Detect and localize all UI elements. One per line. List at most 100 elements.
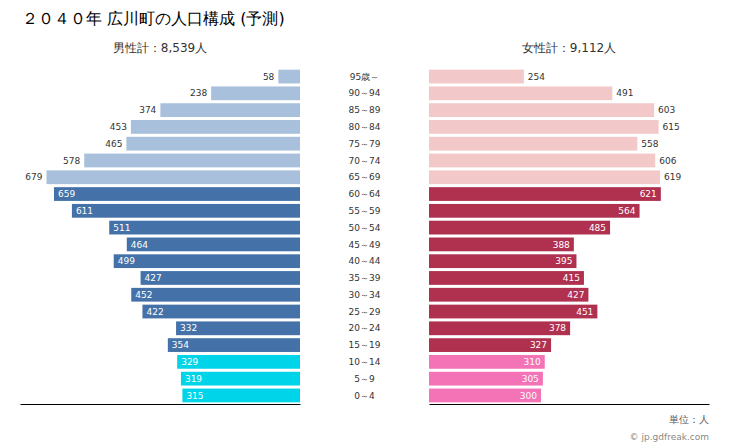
- bars: [47, 70, 300, 403]
- data-label: 329: [181, 357, 198, 367]
- bar: [429, 389, 541, 403]
- data-label: 378: [549, 323, 566, 333]
- data-label: 395: [555, 256, 572, 266]
- bar: [429, 372, 543, 386]
- category-label: 60～64: [349, 189, 381, 199]
- bar: [429, 103, 654, 117]
- bar: [429, 187, 661, 201]
- bar: [429, 338, 551, 352]
- bar: [142, 305, 300, 319]
- bar: [278, 70, 300, 84]
- data-label: 452: [135, 290, 152, 300]
- data-label: 354: [172, 340, 189, 350]
- data-label: 254: [528, 72, 545, 82]
- category-label: 80～84: [349, 122, 381, 132]
- bar: [429, 120, 659, 134]
- bar: [54, 187, 300, 201]
- category-label: 0～4: [354, 391, 375, 401]
- bar: [429, 170, 660, 184]
- category-label: 65～69: [349, 172, 381, 182]
- data-label: 603: [658, 105, 675, 115]
- data-label: 319: [185, 374, 202, 384]
- bar: [177, 355, 300, 369]
- data-label: 451: [576, 307, 593, 317]
- category-label: 70～74: [349, 156, 381, 166]
- data-label: 453: [110, 122, 127, 132]
- x-axis: [21, 404, 301, 405]
- category-label: 10～14: [349, 357, 381, 367]
- data-label: 374: [139, 105, 156, 115]
- bar: [429, 238, 574, 252]
- axis-line: [430, 404, 710, 405]
- bar: [429, 154, 655, 168]
- category-label: 30～34: [349, 290, 381, 300]
- data-label: 58: [263, 72, 275, 82]
- category-label: 40～44: [349, 256, 381, 266]
- bar: [429, 86, 612, 100]
- series-header: 女性計：9,112人: [522, 41, 616, 55]
- category-label: 15～19: [349, 340, 381, 350]
- category-label: 75～79: [349, 139, 381, 149]
- bar: [429, 271, 584, 285]
- bar: [429, 204, 640, 218]
- data-label: 238: [190, 88, 207, 98]
- data-label: 415: [563, 273, 580, 283]
- bar: [176, 321, 300, 335]
- data-label: 465: [105, 139, 122, 149]
- data-label: 422: [146, 307, 163, 317]
- bar: [47, 170, 300, 184]
- data-label: 606: [659, 156, 676, 166]
- data-label: 427: [145, 273, 162, 283]
- data-label: 315: [186, 391, 203, 401]
- bars: [429, 70, 661, 403]
- bar: [114, 254, 300, 268]
- category-label: 55～59: [349, 206, 381, 216]
- series-header: 男性計：8,539人: [113, 41, 207, 55]
- annotation: 単位：人: [669, 414, 709, 425]
- data-label: 619: [664, 172, 681, 182]
- x-axis: [430, 404, 710, 405]
- axis-line: [21, 404, 301, 405]
- data-label: 332: [180, 323, 197, 333]
- data-label: 578: [63, 156, 80, 166]
- bar: [160, 103, 300, 117]
- data-label: 659: [58, 189, 75, 199]
- bar: [131, 288, 300, 302]
- category-label: 85～89: [349, 105, 381, 115]
- category-label: 90～94: [349, 88, 381, 98]
- bar: [429, 137, 637, 151]
- bar: [429, 288, 588, 302]
- data-label: 611: [76, 206, 93, 216]
- data-label: 427: [567, 290, 584, 300]
- category-label: 20～24: [349, 323, 381, 333]
- category-label: 5～9: [354, 374, 375, 384]
- data-labels: 3153193293543324224524274994645116116596…: [25, 72, 274, 401]
- bar: [181, 372, 300, 386]
- data-label: 499: [118, 256, 135, 266]
- data-label: 305: [522, 374, 539, 384]
- bar: [429, 305, 597, 319]
- category-labels: 0～45～910～1415～1920～2425～2930～3435～3940～4…: [349, 72, 381, 401]
- data-label: 464: [131, 240, 148, 250]
- bar: [429, 321, 570, 335]
- chart: ２０４０年 広川町の人口構成 (予測) 男性計：8,539人 315 319 329 35…: [0, 0, 729, 446]
- data-label: 300: [520, 391, 537, 401]
- bar: [429, 221, 610, 235]
- category-label: 45～49: [349, 240, 381, 250]
- category-label: 50～54: [349, 223, 381, 233]
- bar: [182, 389, 300, 403]
- bar: [72, 204, 300, 218]
- bar: [131, 120, 300, 134]
- data-label: 511: [113, 223, 130, 233]
- bar: [141, 271, 300, 285]
- bar: [429, 254, 576, 268]
- bar: [429, 70, 524, 84]
- title: ２０４０年 広川町の人口構成 (予測): [22, 9, 285, 28]
- data-label: 327: [530, 340, 547, 350]
- data-label: 615: [663, 122, 680, 132]
- data-label: 558: [641, 139, 658, 149]
- bar: [168, 338, 300, 352]
- data-label: 310: [524, 357, 541, 367]
- bar: [211, 86, 300, 100]
- data-labels: 3003053103273784514274153953884855646216…: [520, 72, 682, 401]
